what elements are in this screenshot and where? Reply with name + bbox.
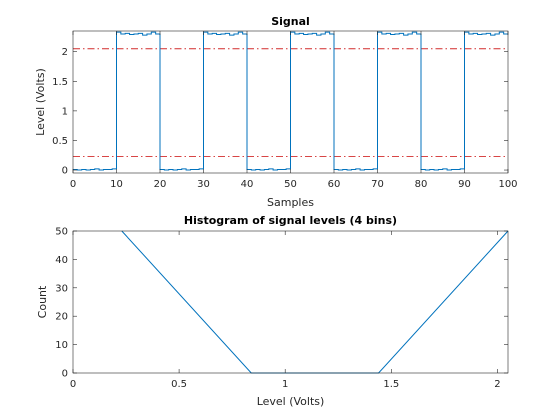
signal-x-tick-label: 50 — [284, 179, 297, 190]
histogram-y-tick-label: 10 — [55, 340, 68, 351]
signal-title: Signal — [271, 15, 310, 28]
signal-x-tick-label: 70 — [371, 179, 384, 190]
signal-y-tick-label: 2 — [62, 47, 68, 58]
signal-y-ticks: 0 0.5 1 1.5 2 — [52, 47, 508, 177]
histogram-y-label: Count — [36, 285, 49, 318]
histogram-x-tick-label: 1 — [282, 379, 288, 390]
histogram-x-label: Level (Volts) — [257, 395, 325, 408]
histogram-x-tick-label: 0 — [70, 379, 76, 390]
signal-x-tick-label: 10 — [110, 179, 123, 190]
signal-x-tick-label: 90 — [458, 179, 471, 190]
signal-x-tick-label: 100 — [498, 179, 517, 190]
signal-y-tick-label: 1 — [62, 106, 68, 117]
histogram-x-ticks: 0 0.5 1 1.5 2 — [70, 231, 501, 390]
histogram-x-tick-label: 2 — [494, 379, 500, 390]
signal-x-tick-label: 30 — [197, 179, 210, 190]
signal-x-tick-label: 60 — [328, 179, 341, 190]
histogram-x-tick-label: 0.5 — [171, 379, 187, 390]
signal-x-label: Samples — [267, 196, 314, 209]
signal-y-label: Level (Volts) — [34, 68, 47, 136]
signal-x-tick-label: 80 — [415, 179, 428, 190]
histogram-y-tick-label: 20 — [55, 312, 68, 323]
histogram-y-tick-label: 50 — [55, 227, 68, 238]
signal-x-tick-label: 40 — [241, 179, 254, 190]
histogram-axes: 0 0.5 1 1.5 2 0 10 20 30 40 50 Histogram of signa… — [36, 214, 509, 408]
signal-y-tick-label: 0 — [62, 166, 68, 177]
signal-x-tick-label: 0 — [70, 179, 76, 190]
histogram-axes-box — [72, 230, 509, 374]
signal-axes: 0 10 20 30 40 50 60 70 80 90 100 00.511.52 Signal … — [34, 15, 518, 209]
histogram-y-tick-label: 40 — [55, 255, 68, 266]
signal-y-tick-label: 0.5 — [52, 136, 68, 147]
signal-x-ticks: 0 10 20 30 40 50 60 70 80 90 100 — [70, 31, 518, 190]
histogram-y-tick-label: 0 — [62, 369, 68, 380]
signal-y-tick-label: 1.5 — [52, 77, 68, 88]
histogram-y-ticks: 0 10 20 30 40 50 — [55, 227, 508, 380]
histogram-title: Histogram of signal levels (4 bins) — [184, 214, 397, 227]
histogram-x-tick-label: 1.5 — [383, 379, 399, 390]
histogram-y-tick-label: 30 — [55, 283, 68, 294]
histogram-plot-area — [73, 231, 508, 373]
signal-x-tick-label: 20 — [154, 179, 167, 190]
